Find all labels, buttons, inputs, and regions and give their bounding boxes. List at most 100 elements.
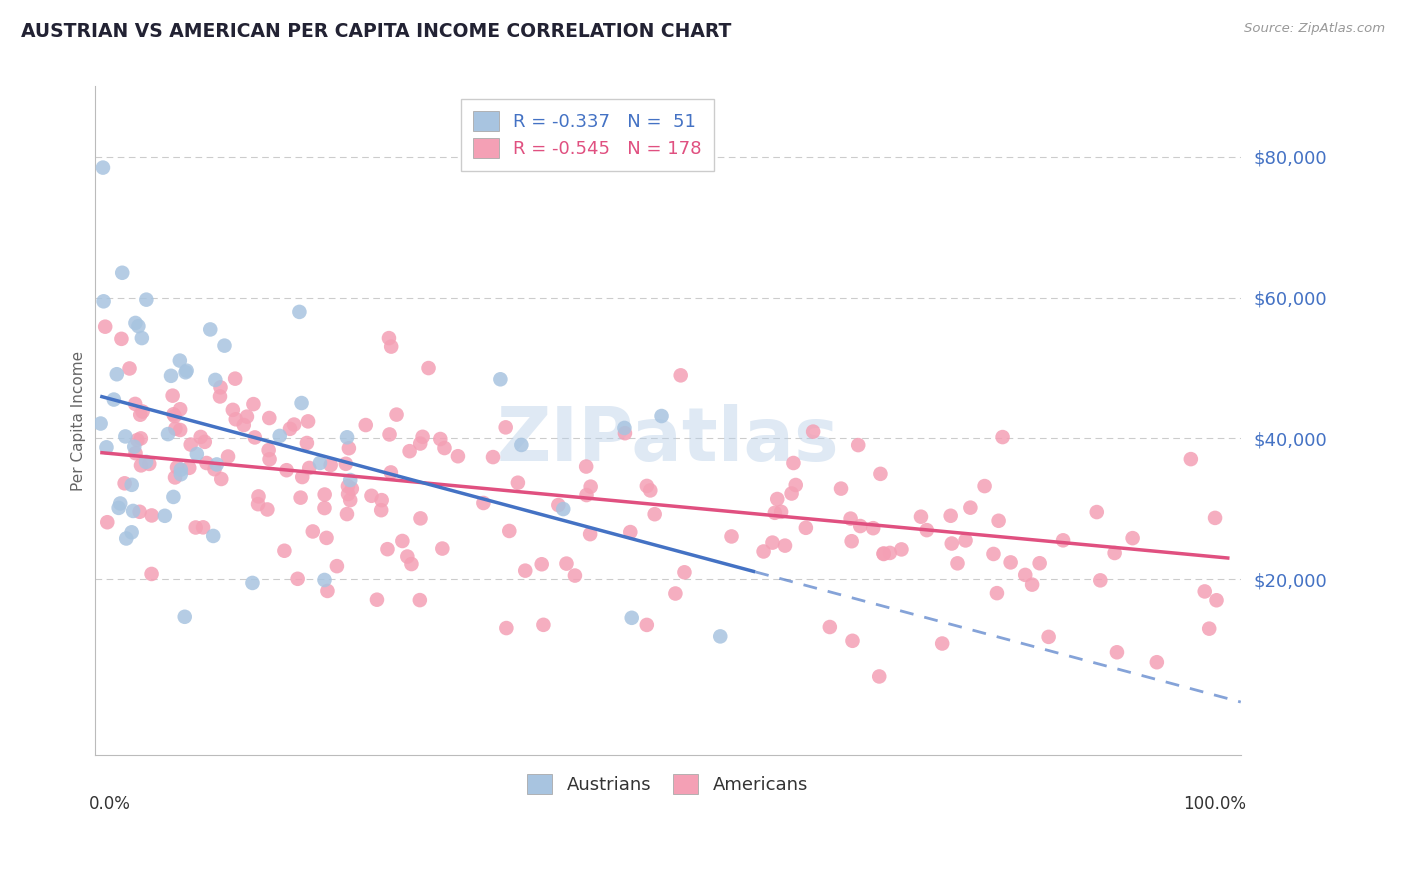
Point [114, 476, 136, 491]
Point [340, 482, 363, 496]
Point [620, 611, 643, 625]
Point [401, 557, 423, 571]
Point [818, 620, 841, 634]
Point [278, 422, 301, 436]
Point [720, 529, 742, 543]
Point [669, 368, 692, 383]
Point [162, 407, 184, 421]
Point [153, 508, 176, 523]
Point [770, 505, 793, 519]
Point [326, 559, 349, 574]
Point [879, 546, 901, 560]
Point [257, 443, 280, 458]
Point [409, 593, 432, 607]
Point [432, 541, 454, 556]
Point [1052, 533, 1074, 548]
Point [319, 458, 342, 472]
Point [121, 525, 143, 540]
Point [129, 408, 152, 422]
Point [291, 470, 314, 484]
Point [1122, 531, 1144, 545]
Point [1028, 556, 1050, 570]
Point [295, 436, 318, 450]
Point [555, 557, 578, 571]
Point [482, 450, 505, 464]
Point [200, 322, 222, 336]
Point [955, 533, 977, 548]
Point [640, 483, 662, 498]
Point [910, 509, 932, 524]
Point [1021, 577, 1043, 591]
Point [217, 450, 239, 464]
Point [256, 502, 278, 516]
Point [129, 431, 152, 445]
Point [780, 486, 803, 500]
Point [169, 402, 191, 417]
Point [225, 412, 247, 426]
Point [163, 409, 186, 424]
Point [447, 449, 470, 463]
Point [839, 511, 862, 525]
Point [547, 498, 569, 512]
Point [872, 546, 894, 560]
Point [314, 573, 336, 587]
Point [96, 515, 118, 529]
Point [378, 331, 401, 345]
Point [173, 609, 195, 624]
Point [174, 365, 197, 379]
Point [290, 491, 312, 505]
Point [209, 380, 232, 394]
Point [335, 457, 357, 471]
Point [103, 392, 125, 407]
Point [1000, 555, 1022, 569]
Point [579, 480, 602, 494]
Point [124, 316, 146, 330]
Point [1146, 655, 1168, 669]
Point [180, 437, 202, 451]
Point [163, 470, 186, 484]
Point [202, 529, 225, 543]
Point [510, 438, 533, 452]
Point [283, 417, 305, 432]
Point [664, 586, 686, 600]
Point [259, 452, 281, 467]
Point [91, 161, 114, 175]
Point [111, 266, 134, 280]
Point [339, 473, 361, 487]
Point [186, 447, 208, 461]
Point [1180, 452, 1202, 467]
Point [121, 478, 143, 492]
Point [124, 397, 146, 411]
Point [354, 418, 377, 433]
Point [336, 507, 359, 521]
Point [959, 500, 981, 515]
Point [983, 547, 1005, 561]
Point [841, 633, 863, 648]
Point [429, 432, 451, 446]
Point [94, 319, 117, 334]
Point [830, 482, 852, 496]
Point [190, 430, 212, 444]
Point [204, 462, 226, 476]
Point [385, 408, 408, 422]
Point [709, 629, 731, 643]
Point [1014, 568, 1036, 582]
Point [1204, 511, 1226, 525]
Point [127, 319, 149, 334]
Point [1198, 622, 1220, 636]
Point [495, 420, 517, 434]
Point [644, 507, 666, 521]
Point [1090, 574, 1112, 588]
Point [396, 549, 419, 564]
Point [782, 456, 804, 470]
Point [1104, 546, 1126, 560]
Point [179, 460, 201, 475]
Point [380, 340, 402, 354]
Point [222, 402, 245, 417]
Point [209, 472, 232, 486]
Point [131, 331, 153, 345]
Point [170, 467, 193, 482]
Point [290, 396, 312, 410]
Point [391, 533, 413, 548]
Point [506, 475, 529, 490]
